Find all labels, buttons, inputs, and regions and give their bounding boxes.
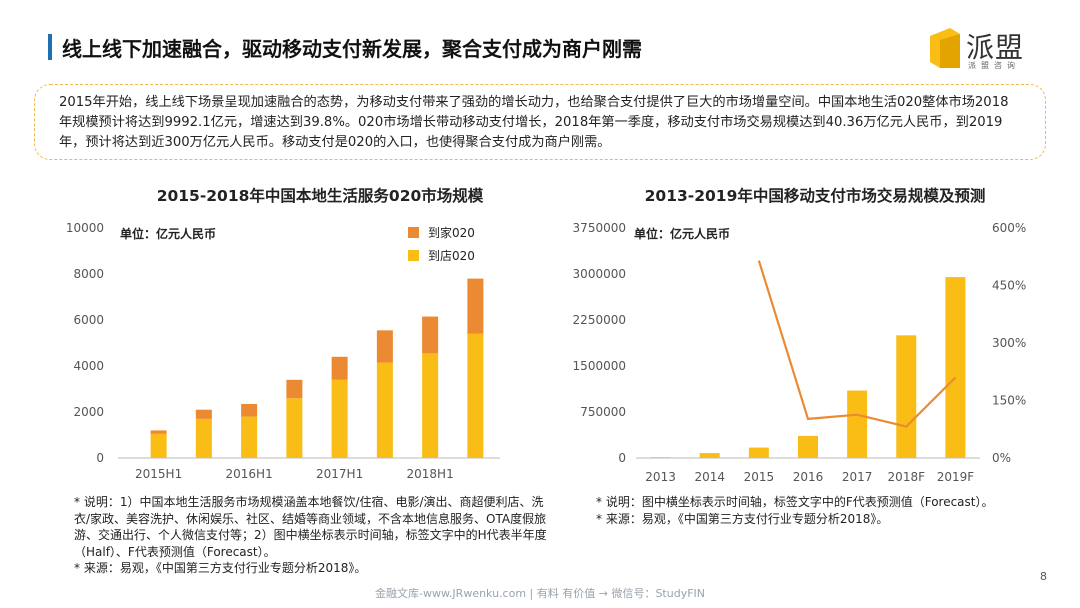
chart1-bar-daojia bbox=[422, 316, 439, 354]
chart1-notes: * 说明：1）中国本地生活服务市场规模涵盖本地餐饮/住宿、电影/演出、商超便利店… bbox=[74, 494, 548, 577]
chart2-y2-tick: 300% bbox=[992, 336, 1026, 350]
chart2-mobile-payment-volume: 单位：亿元人民币 0 750000 1500000 2250000 3000000 375… bbox=[573, 221, 1027, 484]
logo: 派盟 派盟咨询 bbox=[930, 26, 1040, 74]
chart2-y-tick: 0 bbox=[618, 451, 626, 465]
chart1-bar-daojia bbox=[331, 356, 348, 380]
chart2-bar bbox=[896, 335, 917, 458]
chart1-bar-daodian bbox=[467, 333, 484, 458]
chart2-y2-tick: 600% bbox=[992, 221, 1026, 235]
page-number: 8 bbox=[1040, 570, 1047, 583]
chart1-y-tick: 4000 bbox=[73, 359, 104, 373]
chart2-x-tick: 2014 bbox=[694, 470, 725, 484]
logo-mark-icon bbox=[930, 28, 960, 68]
legend-swatch-daojia bbox=[408, 227, 419, 238]
chart2-x-tick: 2019F bbox=[937, 470, 975, 484]
logo-subtitle: 派盟咨询 bbox=[968, 61, 1020, 70]
chart2-bar bbox=[699, 453, 720, 458]
footer-text: 金融文库-www.JRwenku.com | 有料 有价值 → 微信号：Stud… bbox=[374, 587, 706, 600]
chart1-source-text: * 来源：易观，《中国第三方支付行业专题分析2018》。 bbox=[74, 561, 367, 575]
chart1-title: 2015-2018年中国本地生活服务020市场规模 bbox=[156, 187, 484, 205]
chart2-x-tick: 2015 bbox=[744, 470, 775, 484]
chart2-x-tick: 2018F bbox=[888, 470, 926, 484]
legend-label-daojia: 到家020 bbox=[428, 225, 475, 240]
chart2-x-tick: 2016 bbox=[793, 470, 824, 484]
chart1-y-tick: 0 bbox=[96, 451, 104, 465]
chart1-legend: 到家020 到店020 bbox=[408, 225, 475, 263]
chart2-y-tick: 750000 bbox=[580, 405, 626, 419]
chart2-y-tick: 3000000 bbox=[573, 267, 626, 281]
page-title: 线上线下加速融合，驱动移动支付新发展，聚合支付成为商户刚需 bbox=[62, 37, 642, 61]
chart2-y2-tick: 150% bbox=[992, 394, 1026, 408]
chart2-x-tick: 2017 bbox=[842, 470, 873, 484]
chart1-o2o-market-size: 单位：亿元人民币 到家020 到店020 0 2000 4000 6000 8000 10… bbox=[66, 221, 500, 481]
chart2-note-text: * 说明：图中横坐标表示时间轴，标签文字中的F代表预测值（Forecast）。 bbox=[596, 495, 994, 509]
chart2-y2-tick: 0% bbox=[992, 451, 1011, 465]
chart1-y-tick: 8000 bbox=[73, 267, 104, 281]
chart1-bar-daojia bbox=[195, 409, 212, 419]
chart1-note-text: * 说明：1）中国本地生活服务市场规模涵盖本地餐饮/住宿、电影/演出、商超便利店… bbox=[74, 495, 547, 559]
chart1-bar-daodian bbox=[241, 416, 258, 458]
chart1-y-tick: 6000 bbox=[73, 313, 104, 327]
chart2-bar bbox=[847, 390, 868, 458]
chart2-y-tick: 1500000 bbox=[573, 359, 626, 373]
chart2-y-tick: 2250000 bbox=[573, 313, 626, 327]
legend-label-daodian: 到店020 bbox=[428, 249, 475, 263]
chart1-y-tick: 2000 bbox=[73, 405, 104, 419]
chart2-bar bbox=[748, 447, 769, 458]
chart1-unit-label: 单位：亿元人民币 bbox=[120, 226, 216, 241]
chart2-y2-tick: 450% bbox=[992, 279, 1026, 293]
title-accent-bar bbox=[48, 34, 52, 60]
chart1-bar-daodian bbox=[195, 418, 212, 458]
chart1-bar-daodian bbox=[422, 353, 439, 458]
chart2-unit-label: 单位：亿元人民币 bbox=[634, 226, 730, 241]
chart2-source-text: * 来源：易观，《中国第三方支付行业专题分析2018》。 bbox=[596, 511, 889, 526]
chart2-bar bbox=[945, 277, 966, 458]
chart1-x-tick: 2017H1 bbox=[316, 467, 363, 481]
chart2-bar bbox=[650, 457, 671, 458]
chart1-bar-daodian bbox=[286, 398, 303, 458]
chart1-bar-daodian bbox=[150, 433, 167, 458]
chart1-bar-daojia bbox=[241, 403, 258, 417]
logo-name: 派盟 bbox=[966, 31, 1025, 64]
chart1-bar-daodian bbox=[376, 362, 393, 458]
chart1-bar-daojia bbox=[150, 430, 167, 434]
chart1-bar-daojia bbox=[286, 379, 303, 399]
chart1-bar-daojia bbox=[376, 330, 393, 363]
chart1-bar-daodian bbox=[331, 379, 348, 458]
intro-text-box: 2015年开始，线上线下场景呈现加速融合的态势，为移动支付带来了强劲的增长动力，… bbox=[34, 84, 1046, 160]
chart2-notes: * 说明：图中横坐标表示时间轴，标签文字中的F代表预测值（Forecast）。 … bbox=[596, 494, 1046, 527]
chart2-y-tick: 3750000 bbox=[573, 221, 626, 235]
chart2-bar bbox=[798, 435, 818, 458]
chart2-x-tick: 2013 bbox=[645, 470, 676, 484]
chart2-title: 2013-2019年中国移动支付市场交易规模及预测 bbox=[644, 187, 986, 205]
chart1-x-tick: 2018H1 bbox=[407, 467, 454, 481]
chart1-x-tick: 2015H1 bbox=[135, 467, 182, 481]
chart1-bar-daojia bbox=[467, 278, 484, 334]
chart1-x-tick: 2016H1 bbox=[226, 467, 273, 481]
legend-swatch-daodian bbox=[408, 250, 419, 261]
chart1-y-tick: 10000 bbox=[66, 221, 104, 235]
